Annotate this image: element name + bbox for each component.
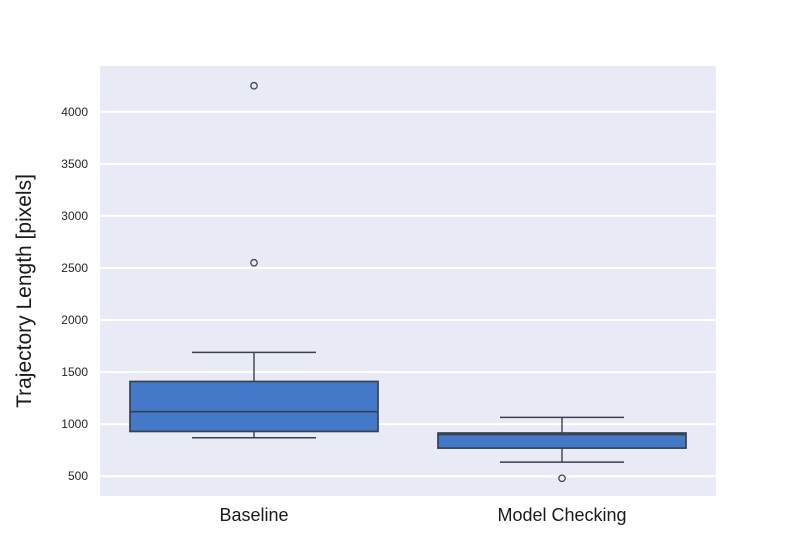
y-tick-label: 500 — [67, 469, 88, 484]
outlier-point — [250, 258, 258, 267]
x-tick-label-baseline: Baseline — [219, 505, 289, 525]
y-tick-label: 2000 — [61, 313, 88, 328]
y-tick-label: 2500 — [61, 260, 88, 275]
x-tick-label-model-checking: Model Checking — [497, 505, 627, 525]
box-baseline — [129, 380, 379, 433]
y-tick-label: 1000 — [61, 417, 88, 432]
outlier-point — [250, 81, 258, 90]
plot-area — [100, 66, 716, 496]
y-tick-label: 3500 — [61, 156, 88, 171]
y-tick-label: 1500 — [61, 365, 88, 380]
box-model-checking — [437, 432, 687, 449]
y-tick-label: 4000 — [61, 104, 88, 119]
boxplot-canvas — [100, 81, 716, 483]
y-tick-label: 3000 — [61, 208, 88, 223]
outlier-point — [558, 474, 566, 483]
